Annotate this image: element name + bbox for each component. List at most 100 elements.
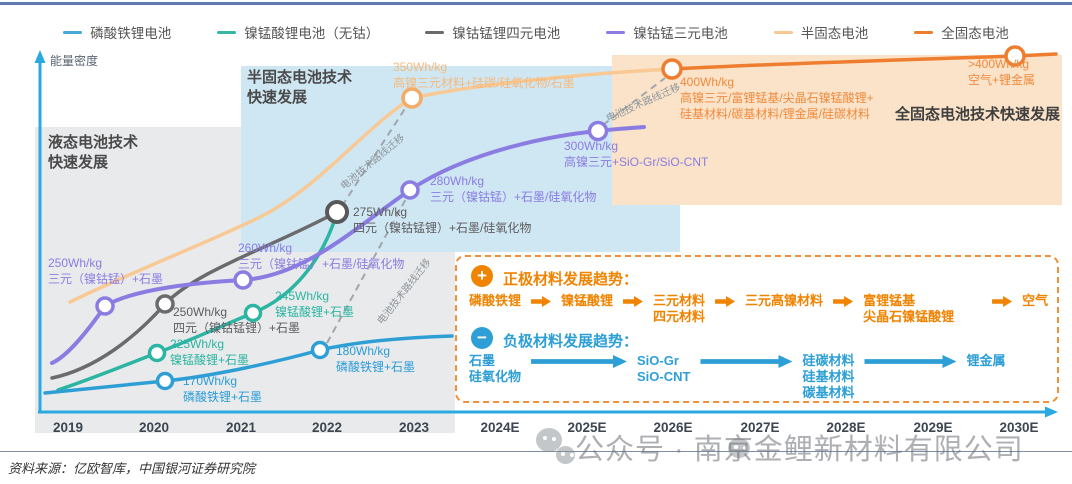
semisolid-era-region bbox=[241, 66, 680, 252]
anode-item: 硅碳材料 硅基材料 碳基材料 bbox=[802, 353, 855, 400]
x-tick: 2027E bbox=[740, 420, 780, 435]
semisolid-swatch-icon bbox=[773, 30, 793, 34]
x-tick: 2021 bbox=[225, 420, 257, 435]
arrow-right-icon bbox=[992, 296, 1012, 307]
top-divider bbox=[0, 2, 1072, 5]
arrow-right-icon bbox=[531, 355, 627, 368]
semisolid-curve bbox=[68, 67, 674, 304]
allsolid-era-label: 全固态电池技术快速发展 bbox=[895, 106, 1061, 123]
anode-trend-header: 负极材料发展趋势： bbox=[503, 333, 639, 350]
bottom-divider bbox=[0, 451, 1072, 452]
marker-quat-250 bbox=[155, 294, 175, 314]
cathode-item: 磷酸铁锂 bbox=[469, 293, 522, 308]
point-label-180: 180Wh/kg 磷酸铁锂+石墨 bbox=[336, 344, 416, 374]
allsolid-curve bbox=[670, 52, 1058, 71]
x-tick: 2023 bbox=[398, 420, 430, 435]
minus-icon: − bbox=[471, 327, 493, 349]
cathode-item: 三元高镍材料 bbox=[745, 293, 824, 308]
legend-item-ncm: 镍钴锰三元电池 bbox=[606, 22, 728, 42]
point-label-280: 280Wh/kg 三元（镍钴锰）+石墨/硅氧化物 bbox=[430, 174, 597, 204]
arrow-right-icon bbox=[715, 296, 735, 307]
source-note: 资料来源：亿欧智库，中国银河证券研究院 bbox=[8, 461, 256, 476]
point-label-250-ncm: 250Wh/kg 三元（镍钴锰）+石墨 bbox=[48, 256, 164, 286]
anode-flow: 石墨 硅氧化物 SiO-Gr SiO-CNT 硅碳材料 硅基材料 碳基材料 锂金属 bbox=[469, 353, 1006, 401]
lfp-swatch-icon bbox=[63, 30, 83, 34]
migration-dashed-lines bbox=[326, 77, 666, 344]
marker-lnmo-225 bbox=[147, 343, 167, 363]
point-label-225: 225Wh/kg 镍锰酸锂+石墨 bbox=[170, 337, 250, 367]
marker-ncm-300 bbox=[587, 120, 609, 142]
material-trend-box: + 正极材料发展趋势： 磷酸铁锂 镍锰酸锂 三元材料 四元材料 三元高镍材料 富锂… bbox=[455, 255, 1059, 403]
marker-quat-275 bbox=[325, 200, 349, 224]
x-tick: 2028E bbox=[826, 420, 866, 435]
quaternary-swatch-icon bbox=[425, 30, 445, 34]
wechat-icon bbox=[556, 446, 575, 464]
lfp-curve bbox=[43, 334, 454, 395]
legend-item-allsolid: 全固态电池 bbox=[914, 22, 1009, 42]
watermark: 公众号 · 南京金鲤新材料有限公司 bbox=[575, 434, 1024, 466]
arrow-right-icon bbox=[833, 296, 853, 307]
x-tick: 2019 bbox=[52, 420, 84, 435]
marker-ncm-280 bbox=[400, 180, 420, 200]
chart-legend: 磷酸铁锂电池 镍锰酸锂电池（无钴） 镍钴锰锂四元电池 镍钴锰三元电池 半固态电池… bbox=[0, 22, 1072, 42]
point-label-250-quat: 250Wh/kg 四元（镍钴锰锂）+石墨 bbox=[173, 305, 301, 335]
marker-solid-400plus bbox=[1004, 45, 1026, 67]
cathode-item: 三元材料 四元材料 bbox=[653, 293, 706, 324]
anode-item: 石墨 硅氧化物 bbox=[469, 353, 522, 384]
data-point-markers bbox=[95, 45, 1026, 391]
point-label-350: 350Wh/kg 高镍三元材料+硅碳/硅氧化物/石墨 bbox=[393, 60, 575, 90]
point-label-170: 170Wh/kg 磷酸铁锂+石墨 bbox=[183, 374, 263, 404]
point-label-400: 400Wh/kg 高镍三元/富锂锰基/尖晶石镍锰酸锂+ 硅基材料/碳基材料/锂金属/… bbox=[680, 75, 874, 121]
migration-note: 电池技术路线迁移 bbox=[604, 80, 682, 124]
arrow-right-icon bbox=[623, 296, 643, 307]
wechat-icon bbox=[728, 438, 750, 458]
cathode-item: 富锂锰基 尖晶石镍锰酸锂 bbox=[863, 293, 955, 324]
anode-item: SiO-Gr SiO-CNT bbox=[637, 353, 691, 384]
cathode-item: 空气 bbox=[1022, 293, 1049, 308]
lnmo-curve bbox=[56, 214, 338, 392]
y-axis-label: 能量密度 bbox=[50, 54, 99, 68]
x-tick: 2022 bbox=[311, 420, 343, 435]
cathode-item: 镍锰酸锂 bbox=[561, 293, 614, 308]
x-tick: 2024E bbox=[480, 420, 520, 435]
point-label-400plus: >400Wh/kg 空气+锂金属 bbox=[968, 57, 1036, 87]
cathode-flow: 磷酸铁锂 镍锰酸锂 三元材料 四元材料 三元高镍材料 富锂锰基 尖晶石镍锰酸锂 空气 bbox=[469, 293, 1048, 325]
marker-lnmo-245 bbox=[243, 303, 263, 323]
point-label-275: 275Wh/kg 四元（镍钴锰锂）+石墨/硅氧化物 bbox=[353, 205, 532, 235]
anode-item: 锂金属 bbox=[966, 353, 1006, 368]
ncm-swatch-icon bbox=[606, 30, 626, 34]
point-label-245: 245Wh/kg 镍锰酸锂+石墨 bbox=[275, 289, 355, 319]
x-tick: 2026E bbox=[653, 420, 693, 435]
plus-icon: + bbox=[471, 265, 493, 287]
marker-ncm-250 bbox=[95, 296, 115, 316]
x-tick: 2020 bbox=[138, 420, 170, 435]
lnmo-swatch-icon bbox=[217, 30, 237, 34]
semisolid-era-label: 半固态电池技术 快速发展 bbox=[247, 69, 353, 107]
marker-lfp-170 bbox=[155, 371, 175, 391]
wechat-icon bbox=[536, 428, 562, 452]
point-label-300: 300Wh/kg 高镍三元+SiO-Gr/SiO-CNT bbox=[564, 139, 709, 169]
marker-ncm-260 bbox=[233, 270, 253, 290]
liquid-era-label: 液态电池技术 快速发展 bbox=[48, 134, 139, 172]
x-tick: 2025E bbox=[567, 420, 607, 435]
marker-lfp-180 bbox=[310, 340, 330, 360]
legend-item-quaternary: 镍钴锰锂四元电池 bbox=[425, 22, 560, 42]
arrow-right-icon bbox=[700, 355, 792, 368]
marker-solid-400 bbox=[661, 58, 683, 80]
migration-note: 电池技术路线迁移 bbox=[338, 131, 408, 192]
x-tick: 2029E bbox=[913, 420, 953, 435]
legend-item-semisolid: 半固态电池 bbox=[773, 22, 868, 42]
allsolid-era-region bbox=[612, 55, 1062, 205]
legend-item-lnmo: 镍锰酸锂电池（无钴） bbox=[217, 22, 379, 42]
marker-semi-350 bbox=[401, 87, 423, 109]
allsolid-swatch-icon bbox=[914, 30, 934, 34]
x-tick: 2030E bbox=[999, 420, 1039, 435]
arrow-right-icon bbox=[864, 355, 956, 368]
axes bbox=[34, 50, 1058, 418]
legend-item-lfp: 磷酸铁锂电池 bbox=[63, 22, 171, 42]
cathode-trend-header: 正极材料发展趋势： bbox=[503, 271, 639, 288]
arrow-right-icon bbox=[531, 296, 551, 307]
point-label-260: 260Wh/kg 三元（镍钴锰）+石墨/硅氧化物 bbox=[238, 241, 405, 271]
